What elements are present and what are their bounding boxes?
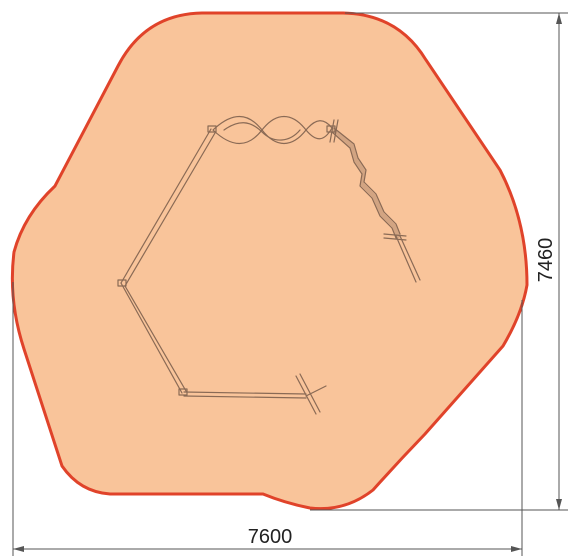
equipment-wavy-path [332,128,400,238]
equipment-beam-right [395,235,421,283]
height-arrow-bottom [556,499,562,510]
width-arrow-left [13,546,24,552]
height-arrow-top [556,13,562,24]
height-dimension [310,12,568,511]
equipment-node-top-left [207,125,217,133]
height-label: 7460 [535,238,557,283]
equipment-node-left [117,279,127,287]
equipment-beam-lower-left [120,282,187,394]
play-equipment-outline [117,115,421,415]
equipment-cross-right [383,233,407,241]
equipment-beam-bottom [183,391,307,399]
equipment-twist-bridge [212,115,333,145]
safety-area-outline [10,11,529,511]
equipment-post-bottom-right [295,373,327,415]
equipment-post-top-right [329,119,339,143]
equipment-node-bottom-left [178,388,188,396]
equipment-beam-upper-left [120,128,216,287]
width-dimension [12,282,523,556]
width-label: 7600 [248,526,293,548]
equipment-twist-bridge-inner [223,122,301,141]
width-arrow-right [511,546,522,552]
equipment-wavy-path-edge [331,127,401,239]
